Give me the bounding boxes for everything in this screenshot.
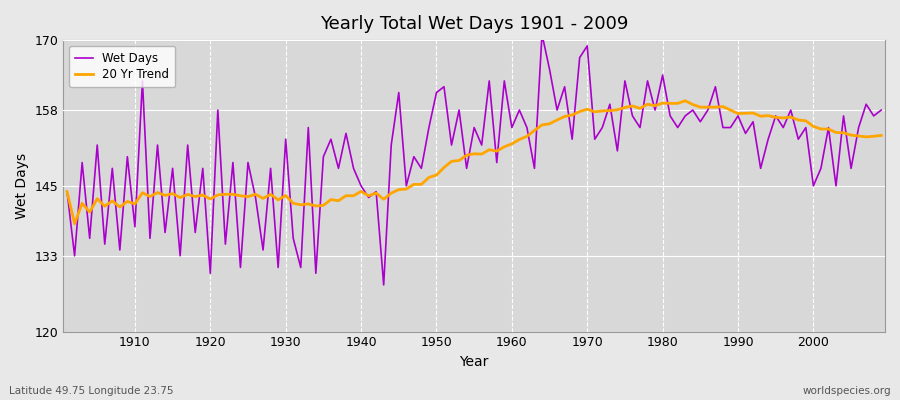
20 Yr Trend: [295, 202, 306, 207]
X-axis label: Year: Year: [460, 355, 489, 369]
20 Yr Trend: [62, 189, 73, 194]
20 Yr Trend: [507, 142, 517, 146]
Wet Days: [333, 166, 344, 171]
Text: Latitude 49.75 Longitude 23.75: Latitude 49.75 Longitude 23.75: [9, 386, 174, 396]
Wet Days: [612, 148, 623, 153]
Wet Days: [62, 189, 73, 194]
Line: Wet Days: Wet Days: [68, 34, 881, 285]
20 Yr Trend: [514, 137, 525, 142]
20 Yr Trend: [680, 98, 690, 103]
Wet Days: [378, 282, 389, 287]
Wet Days: [514, 108, 525, 112]
Wet Days: [122, 154, 133, 159]
Wet Days: [876, 108, 886, 112]
Legend: Wet Days, 20 Yr Trend: Wet Days, 20 Yr Trend: [69, 46, 176, 87]
20 Yr Trend: [876, 133, 886, 138]
Wet Days: [536, 32, 547, 37]
20 Yr Trend: [340, 193, 351, 198]
20 Yr Trend: [130, 202, 140, 206]
Line: 20 Yr Trend: 20 Yr Trend: [68, 101, 881, 224]
20 Yr Trend: [605, 108, 616, 113]
Title: Yearly Total Wet Days 1901 - 2009: Yearly Total Wet Days 1901 - 2009: [320, 15, 628, 33]
20 Yr Trend: [69, 221, 80, 226]
Text: worldspecies.org: worldspecies.org: [803, 386, 891, 396]
Y-axis label: Wet Days: Wet Days: [15, 153, 29, 219]
Wet Days: [288, 236, 299, 241]
Wet Days: [507, 125, 517, 130]
